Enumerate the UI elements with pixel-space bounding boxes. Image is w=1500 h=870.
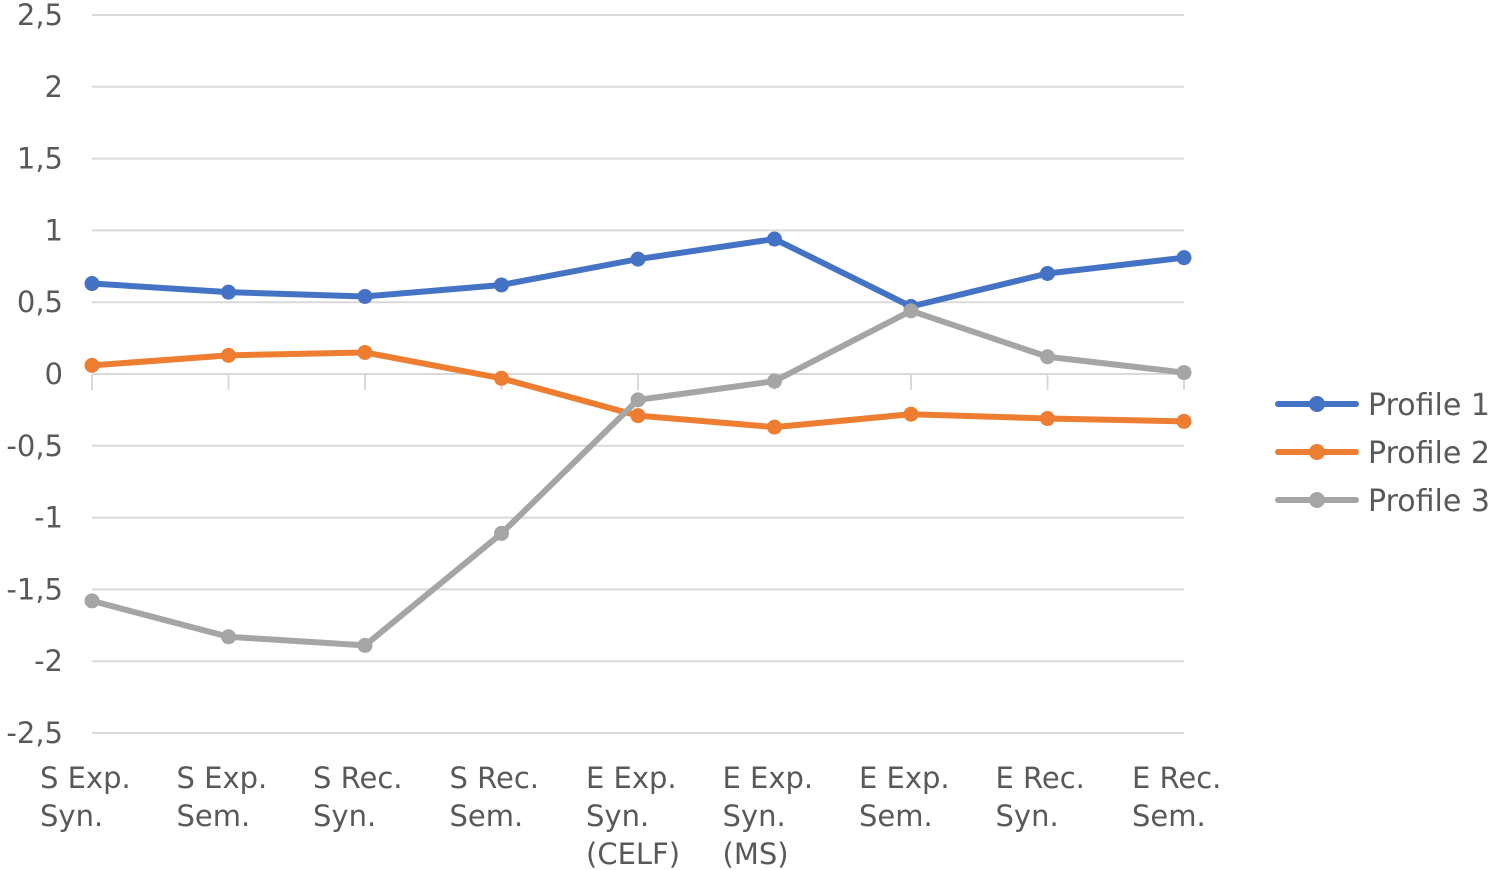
x-tick-label-line: Syn. <box>996 799 1059 833</box>
x-tick-label-line: Syn. <box>313 799 376 833</box>
data-point <box>630 392 646 408</box>
data-point <box>494 277 509 293</box>
legend-marker <box>1309 492 1325 508</box>
data-point <box>357 344 373 360</box>
data-point <box>357 288 373 304</box>
x-tick-label-line: Sem. <box>450 799 524 833</box>
data-point <box>1040 349 1055 365</box>
data-point <box>84 276 100 292</box>
x-tick-label-line: E Exp. <box>723 761 814 795</box>
y-tick-label: 0 <box>45 357 63 391</box>
legend: Profile 1 Profile 2 Profile 3 <box>1275 388 1490 519</box>
data-point <box>1176 413 1192 429</box>
x-tick-label: E Exp. Syn. (MS) <box>723 761 814 870</box>
data-point <box>221 347 236 363</box>
legend-marker <box>1309 396 1325 412</box>
x-tick-label: E Exp. Syn. (CELF) <box>586 761 680 870</box>
data-point <box>630 251 646 267</box>
legend-marker <box>1309 444 1325 460</box>
y-tick-label: -0,5 <box>6 429 63 463</box>
x-tick-label-line: E Exp. <box>859 761 950 795</box>
data-point <box>494 370 509 386</box>
x-tick-label-line: E Rec. <box>996 761 1085 795</box>
y-tick-label: -1 <box>34 501 63 535</box>
x-tick-label-line: S Rec. <box>450 761 539 795</box>
x-tick-label: E Rec. Sem. <box>1132 761 1221 833</box>
x-tick-label-line: Syn. <box>40 799 103 833</box>
x-tick-label-line: E Exp. <box>586 761 677 795</box>
data-point <box>903 303 919 319</box>
legend-label: Profile 2 <box>1368 436 1490 471</box>
series-line-profile-3 <box>89 307 1187 649</box>
x-tick-label-line: Sem. <box>177 799 251 833</box>
y-axis: 2,5 2 1,5 1 0,5 0 -0,5 -1 -1,5 -2 -2,5 <box>6 0 63 750</box>
data-point <box>767 231 782 247</box>
data-point <box>903 406 919 422</box>
y-tick-label: 2,5 <box>17 0 63 32</box>
data-point <box>84 593 100 609</box>
y-tick-label: -2 <box>34 644 63 678</box>
data-point <box>357 637 373 653</box>
x-tick-label: S Exp. Sem. <box>177 761 268 833</box>
legend-label: Profile 1 <box>1368 388 1490 423</box>
data-point <box>221 284 236 300</box>
x-tick-label-line: S Rec. <box>313 761 402 795</box>
x-tick-label-line: (MS) <box>723 837 789 870</box>
y-tick-label: -1,5 <box>6 572 63 606</box>
x-tick-label: S Rec. Syn. <box>313 761 402 833</box>
x-tick-label-line: (CELF) <box>586 837 680 870</box>
data-point <box>221 629 236 645</box>
data-point <box>767 373 782 389</box>
y-tick-label: 2 <box>45 70 63 104</box>
data-point <box>1176 365 1192 381</box>
x-tick-label: S Rec. Sem. <box>450 761 539 833</box>
data-point <box>494 525 509 541</box>
y-tick-label: -2,5 <box>6 716 63 750</box>
y-tick-label: 1 <box>45 213 63 247</box>
x-tick-label: E Exp. Sem. <box>859 761 950 833</box>
x-tick-label-line: S Exp. <box>40 761 131 795</box>
series-line-profile-1 <box>89 236 1187 310</box>
data-point <box>767 419 782 435</box>
legend-label: Profile 3 <box>1368 484 1490 519</box>
gridlines <box>91 14 1185 734</box>
data-point <box>84 357 100 373</box>
x-tick-label-line: Sem. <box>859 799 933 833</box>
data-point <box>1040 265 1055 281</box>
x-tick-label: S Exp. Syn. <box>40 761 131 833</box>
x-tick-label-line: Syn. <box>586 799 649 833</box>
x-tick-label-line: E Rec. <box>1132 761 1221 795</box>
data-point <box>1176 250 1192 266</box>
data-point <box>630 408 646 424</box>
x-axis: S Exp. Syn. S Exp. Sem. S Rec. Syn. S Rec. Sem.… <box>40 761 1221 870</box>
y-tick-label: 1,5 <box>17 142 63 176</box>
x-tick-label-line: Syn. <box>723 799 786 833</box>
y-tick-label: 0,5 <box>17 285 63 319</box>
x-tick-label: E Rec. Syn. <box>996 761 1085 833</box>
series-group <box>84 231 1192 653</box>
data-point <box>1040 411 1055 427</box>
x-tick-label-line: S Exp. <box>177 761 268 795</box>
x-tick-label-line: Sem. <box>1132 799 1206 833</box>
